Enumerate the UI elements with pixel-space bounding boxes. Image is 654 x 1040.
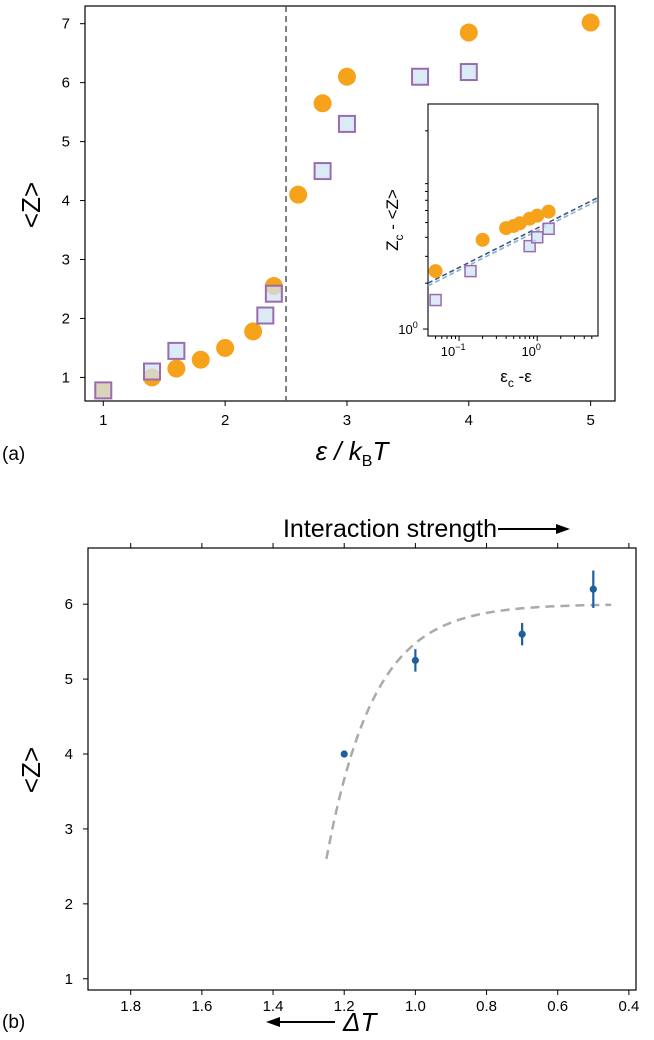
chart-a-square-point (167, 341, 186, 360)
chart-b-y-tick-label: 6 (65, 596, 73, 613)
chart-a-square-point (94, 381, 113, 400)
chart-a-y-tick-label: 6 (62, 75, 70, 92)
chart-a-x-tick-label: 4 (465, 412, 473, 429)
chart-a-points (94, 13, 600, 400)
chart-b-y-tick-label: 5 (65, 671, 73, 688)
chart-a-circle-point (313, 94, 332, 113)
chart-a-xlabel-main: ε / k (316, 436, 364, 466)
chart-a-square-point (337, 114, 356, 133)
chart-b-xlabel: ΔT (342, 1007, 378, 1037)
chart-a-square-point (264, 284, 283, 303)
chart-a-y-tick-label: 7 (62, 16, 70, 33)
chart-a-xlabel-sub: B (362, 453, 373, 470)
chart-b-y-tick-label: 3 (65, 821, 73, 838)
chart-a-circle-point (244, 322, 263, 341)
chart-a-x-tick-label: 1 (99, 412, 107, 429)
chart-a-circle-point (581, 13, 600, 32)
chart-b-title: Interaction strength (283, 515, 497, 543)
inset-square-point (530, 231, 544, 244)
chart-a-circle-point (191, 350, 210, 369)
inset-xlabel-sub: c (508, 376, 514, 390)
chart-b-frame (87, 547, 637, 991)
chart-b-x-ticks: 1.8 1.6 1.4 1.2 1.0 0.8 0.6 0.4 (120, 543, 639, 1015)
chart-b-title-arrow-head (556, 524, 570, 534)
chart-b-point (340, 750, 348, 758)
chart-b-x-tick-label: 1.8 (120, 998, 141, 1015)
chart-a-x-tick-label: 2 (221, 412, 229, 429)
inset-ylabel: Zc - <Z> (383, 189, 406, 251)
chart-b-point (589, 585, 597, 593)
chart-a-x-tick-label: 5 (586, 412, 594, 429)
chart-a-y-tick-label: 1 (62, 369, 70, 386)
chart-a-circle-point (459, 23, 478, 42)
chart-a-square-point (459, 63, 478, 82)
inset-xlabel: εc -ε (500, 367, 532, 390)
chart-b-y-tick-label: 2 (65, 896, 73, 913)
chart-b-x-tick-label: 0.6 (547, 998, 568, 1015)
chart-a-square-point (256, 306, 275, 325)
chart-b-fit-curve (325, 603, 612, 860)
inset-y-tick-label: 100 (398, 320, 417, 337)
inset-ylabel-end: - <Z> (383, 189, 402, 234)
chart-a-xlabel: ε / kBT (316, 436, 391, 470)
chart-a-ylabel: <Z> (16, 182, 46, 228)
chart-b-ylabel: <Z> (16, 747, 46, 793)
chart-a-x-tick-label: 3 (343, 412, 351, 429)
inset-x-tick-label: 100 (521, 342, 540, 359)
inset-points (428, 204, 556, 307)
chart-b-x-tick-label: 1.2 (334, 998, 355, 1015)
inset-ticks: 10−1 100 100 (398, 130, 593, 359)
chart-a-circle-point (167, 359, 186, 378)
inset-circle-point (475, 232, 490, 247)
chart-b-y-tick-label: 4 (65, 746, 73, 763)
inset-circle-point (530, 208, 545, 223)
chart-b-x-tick-label: 0.4 (618, 998, 639, 1015)
chart-a-y-tick-label: 4 (62, 193, 70, 210)
chart-a-circle-point (337, 67, 356, 86)
chart-a: 1 2 3 4 5 1 2 3 4 5 6 7 <Z> ε / kBT (a) 10−1 100 100… (2, 5, 616, 470)
inset-ylabel-sub: c (392, 234, 406, 240)
inset-square-point (523, 239, 536, 253)
inset-x-tick-label: 10−1 (441, 342, 466, 359)
chart-a-circle-point (289, 185, 308, 204)
chart-a-y-tick-label: 3 (62, 252, 70, 269)
chart-b-panel-label: (b) (2, 1012, 25, 1033)
chart-a-square-point (411, 67, 430, 86)
chart-b-xlabel-arrow-head (266, 1017, 280, 1027)
chart-a-y-tick-label: 2 (62, 310, 70, 327)
chart-b-points (340, 570, 597, 758)
chart-b-x-tick-label: 1.6 (191, 998, 212, 1015)
chart-b-y-ticks: 1 2 3 4 5 6 (65, 596, 88, 988)
chart-b-x-tick-label: 0.8 (476, 998, 497, 1015)
chart-b-point (518, 630, 526, 638)
inset-xlabel-main: ε (500, 367, 508, 386)
chart-a-xlabel-end: T (372, 436, 390, 466)
inset-ylabel-main: Z (383, 240, 402, 250)
inset-square-point (464, 264, 477, 278)
chart-a-circle-point (216, 338, 235, 357)
inset-circle-point (541, 204, 556, 219)
chart-a-y-ticks: 1 2 3 4 5 6 7 (62, 16, 85, 386)
chart-a-square-point (313, 162, 332, 181)
chart-a-frame (84, 5, 616, 402)
inset-xlabel-end: -ε (514, 367, 532, 386)
chart-b-point (411, 656, 419, 664)
chart-a-square-point (143, 362, 162, 381)
chart-b-y-tick-label: 1 (65, 971, 73, 988)
chart-b-x-tick-label: 1.0 (405, 998, 426, 1015)
inset-square-point (542, 222, 555, 236)
chart-a-y-tick-label: 5 (62, 134, 70, 151)
chart-b: Interaction strength 1.8 1.6 1.4 1.2 1.0 0.8 0… (2, 515, 639, 1037)
inset-circle-point (428, 264, 443, 279)
chart-a-x-ticks: 1 2 3 4 5 (99, 401, 595, 429)
inset-square-point (429, 293, 442, 307)
chart-a-panel-label: (a) (2, 444, 25, 465)
chart-b-x-tick-label: 1.4 (263, 998, 284, 1015)
